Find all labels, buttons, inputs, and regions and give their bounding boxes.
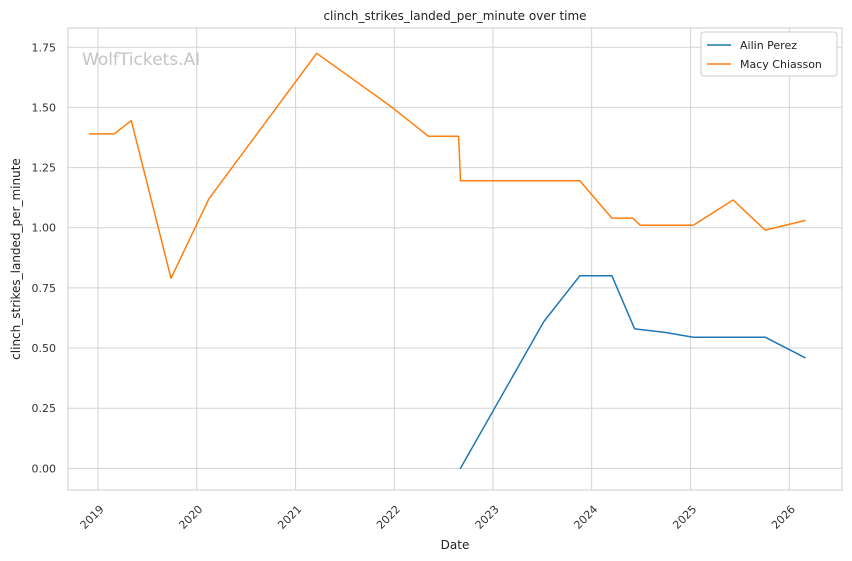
y-axis-label: clinch_strikes_landed_per_minute <box>9 158 23 360</box>
y-tick-label: 0.25 <box>32 402 57 415</box>
legend: Ailin Perez Macy Chiasson <box>700 31 838 77</box>
y-axis-ticks: 0.00 0.25 0.50 0.75 1.00 1.25 1.50 1.75 <box>32 41 57 475</box>
x-axis-label: Date <box>441 538 470 552</box>
y-tick-label: 0.00 <box>32 462 57 475</box>
plot-frame <box>67 27 843 491</box>
legend-label-macy-chiasson: Macy Chiasson <box>740 58 822 71</box>
series-line-ailin-perez <box>459 275 806 470</box>
series-lines <box>88 52 806 470</box>
watermark: WolfTickets.AI <box>82 50 200 70</box>
y-tick-label: 1.00 <box>32 222 57 235</box>
y-tick-label: 1.75 <box>32 41 57 54</box>
chart-title: clinch_strikes_landed_per_minute over ti… <box>323 9 586 23</box>
y-tick-label: 1.25 <box>32 162 57 175</box>
legend-label-ailin-perez: Ailin Perez <box>740 39 797 52</box>
series-line-macy-chiasson <box>88 52 806 280</box>
y-tick-label: 1.50 <box>32 101 57 114</box>
legend-box <box>700 31 838 77</box>
grid-lines <box>68 28 842 490</box>
y-tick-label: 0.50 <box>32 342 57 355</box>
y-tick-label: 0.75 <box>32 282 57 295</box>
